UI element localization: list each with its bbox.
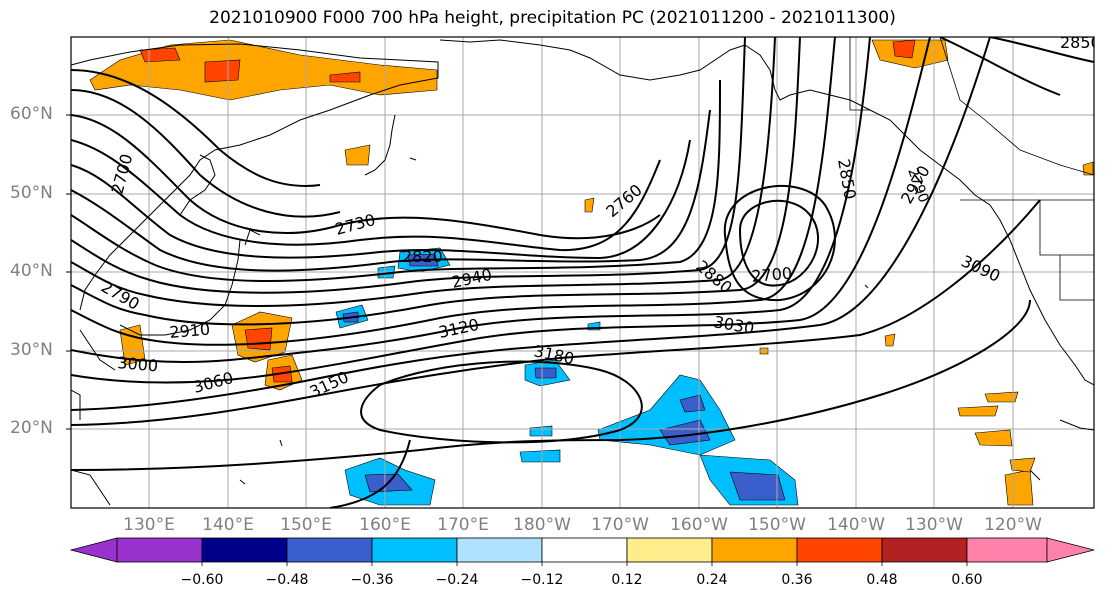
longitude-label: 140°E bbox=[202, 515, 254, 535]
colorbar-segment bbox=[966, 537, 1048, 563]
colorbar-segment bbox=[881, 537, 968, 563]
longitude-label: 130°E bbox=[123, 515, 175, 535]
colorbar-tick-label: 0.60 bbox=[951, 572, 983, 588]
longitude-label: 180°W bbox=[513, 515, 571, 535]
contour-label: 2910 bbox=[169, 320, 211, 342]
longitude-label: 150°E bbox=[280, 515, 332, 535]
colorbar-tick-label: −0.12 bbox=[520, 572, 564, 588]
contour-label: 3000 bbox=[117, 353, 159, 375]
axis-ticks bbox=[66, 114, 71, 430]
contour-label: 2850 bbox=[1060, 33, 1101, 52]
colorbar-segment bbox=[796, 537, 883, 563]
colorbar-tick-label: 0.12 bbox=[611, 572, 643, 588]
latitude-label: 40°N bbox=[10, 261, 53, 281]
latitude-label: 60°N bbox=[10, 104, 53, 124]
longitude-label: 160°W bbox=[670, 515, 728, 535]
colorbar-tick-label: −0.60 bbox=[180, 572, 224, 588]
colorbar-segment bbox=[201, 537, 288, 563]
colorbar-segment bbox=[541, 537, 628, 563]
contour-label: 2700 bbox=[751, 264, 793, 286]
colorbar-segment bbox=[626, 537, 713, 563]
colorbar bbox=[69, 537, 1095, 566]
longitude-label: 170°E bbox=[437, 515, 489, 535]
graticule bbox=[71, 37, 1094, 508]
colorbar-segment bbox=[371, 537, 458, 563]
colorbar-segment bbox=[711, 537, 798, 563]
colorbar-ticks bbox=[201, 562, 968, 566]
longitude-label: 130°W bbox=[905, 515, 963, 535]
borders bbox=[849, 37, 1094, 301]
latitude-label: 50°N bbox=[10, 183, 53, 203]
longitude-label: 170°W bbox=[591, 515, 649, 535]
colorbar-segment bbox=[286, 537, 373, 563]
longitude-label: 140°W bbox=[827, 515, 885, 535]
colorbar-tick-label: 0.24 bbox=[696, 572, 728, 588]
colorbar-tick-label: 0.36 bbox=[781, 572, 813, 588]
longitude-label: 120°W bbox=[984, 515, 1042, 535]
colorbar-segment bbox=[1046, 537, 1095, 563]
colorbar-tick-label: −0.48 bbox=[265, 572, 309, 588]
colorbar-tick-label: −0.36 bbox=[350, 572, 394, 588]
latitude-label: 30°N bbox=[10, 340, 53, 360]
latitude-label: 20°N bbox=[10, 418, 53, 438]
colorbar-segment bbox=[116, 537, 203, 563]
height-contours bbox=[71, 37, 1094, 508]
precip-positive-shading bbox=[89, 39, 1094, 506]
colorbar-segment bbox=[456, 537, 543, 563]
contour-label: 2820 bbox=[402, 247, 443, 266]
map-title: 2021010900 F000 700 hPa height, precipit… bbox=[209, 8, 896, 28]
longitude-label: 150°W bbox=[748, 515, 806, 535]
colorbar-segment bbox=[69, 537, 118, 563]
colorbar-tick-label: 0.48 bbox=[866, 572, 898, 588]
colorbar-tick-label: −0.24 bbox=[435, 572, 479, 588]
longitude-label: 160°E bbox=[359, 515, 411, 535]
